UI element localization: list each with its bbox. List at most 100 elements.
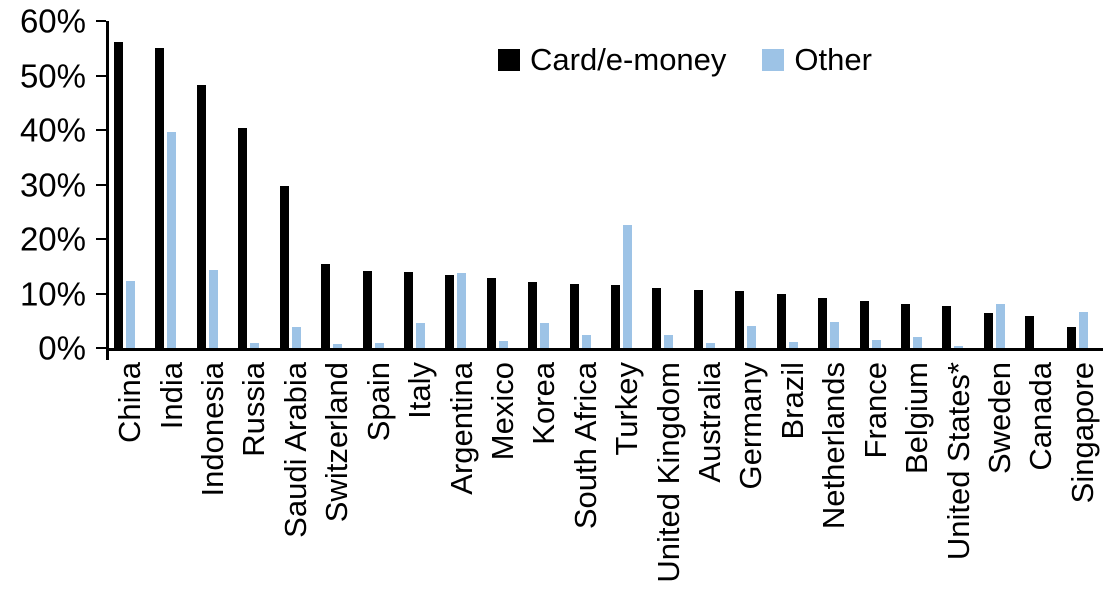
y-axis-tick <box>96 74 106 77</box>
y-axis-tick <box>96 183 106 186</box>
x-axis-category-label: India <box>153 362 189 430</box>
bar-other <box>996 303 1005 348</box>
bar-other <box>209 269 218 348</box>
x-axis-category-label: Italy <box>402 362 438 419</box>
legend-item-other: Other <box>762 44 872 75</box>
x-axis-category-label: Brazil <box>774 362 810 440</box>
x-axis-category-cell: Belgium <box>896 362 937 594</box>
x-axis-category-cell: Germany <box>730 362 771 594</box>
x-axis-category-cell: Switzerland <box>316 362 357 594</box>
bar-other <box>457 273 466 348</box>
x-axis-category-label: Canada <box>1023 362 1059 471</box>
bar-other <box>830 321 839 348</box>
bar-card-e-money <box>777 294 786 348</box>
legend-item-card-e-money: Card/e-money <box>498 44 726 75</box>
x-axis-category-label: Switzerland <box>319 362 355 523</box>
x-axis-category-label: Russia <box>236 362 272 457</box>
y-axis-tick <box>96 20 106 22</box>
y-axis-tick <box>96 347 106 349</box>
bar-card-e-money <box>570 284 579 348</box>
x-axis-category-cell: Russia <box>233 362 274 594</box>
bar-card-e-money <box>1067 327 1076 348</box>
y-axis-tick-label: 60% <box>19 2 86 40</box>
x-axis-category-cell: Canada <box>1020 362 1061 594</box>
y-axis-tick-label: 40% <box>19 111 86 149</box>
x-axis-category-cell: Sweden <box>979 362 1020 594</box>
bar-other <box>167 131 176 348</box>
x-axis-category-cell: Italy <box>399 362 440 594</box>
legend-swatch-other <box>762 48 785 71</box>
x-axis-category-label: Argentina <box>443 362 479 495</box>
y-axis-tick <box>96 129 106 131</box>
y-axis-tick-label: 30% <box>19 166 86 203</box>
x-axis-category-label: China <box>112 362 148 443</box>
x-axis-category-label: Spain <box>360 362 396 442</box>
x-axis-category-label: Australia <box>692 362 728 483</box>
plot-area <box>106 21 1103 351</box>
bar-card-e-money <box>363 271 372 348</box>
y-axis-tick <box>96 238 106 240</box>
x-axis-category-cell: Mexico <box>482 362 523 594</box>
bar-card-e-money <box>114 41 123 348</box>
x-axis-category-cell: South Africa <box>565 362 606 594</box>
bar-card-e-money <box>735 290 744 348</box>
x-axis-category-cell: Korea <box>523 362 564 594</box>
bar-other <box>623 224 632 348</box>
bar-other <box>582 334 591 348</box>
x-axis-category-label: France <box>857 362 893 459</box>
x-axis-category-label: Belgium <box>899 362 935 474</box>
bar-other <box>499 340 508 348</box>
x-axis-category-cell: Turkey <box>606 362 647 594</box>
bar-card-e-money <box>155 48 164 348</box>
bar-card-e-money <box>238 127 247 348</box>
bar-card-e-money <box>860 301 869 348</box>
bar-other <box>250 342 259 348</box>
legend-label-card-e-money: Card/e-money <box>530 42 727 77</box>
legend-label-other: Other <box>794 42 872 77</box>
x-axis-category-label: Singapore <box>1064 362 1100 504</box>
bar-other <box>706 342 715 348</box>
x-axis-category-label: Netherlands <box>816 362 852 530</box>
x-axis-category-label: Sweden <box>981 362 1017 475</box>
bar-other <box>747 326 756 348</box>
x-axis-category-cell: United States* <box>937 362 978 594</box>
bar-card-e-money <box>528 282 537 348</box>
bar-card-e-money <box>445 274 454 348</box>
x-axis-category-label: South Africa <box>567 362 603 530</box>
bar-card-e-money <box>942 305 951 348</box>
y-axis-tick-label: 10% <box>19 275 86 312</box>
y-axis-tick-label: 20% <box>19 220 86 258</box>
x-axis-category-cell: Argentina <box>440 362 481 594</box>
x-axis-category-cell: Australia <box>689 362 730 594</box>
x-axis-category-cell: India <box>150 362 191 594</box>
bar-other <box>375 342 384 348</box>
bar-card-e-money <box>1025 315 1034 348</box>
bar-other <box>416 323 425 348</box>
bar-other <box>1079 312 1088 348</box>
x-axis-category-cell: Spain <box>358 362 399 594</box>
bar-card-e-money <box>197 85 206 348</box>
bar-other <box>954 346 963 348</box>
x-axis-category-label: United States* <box>940 362 976 561</box>
y-axis-tick-label: 50% <box>19 57 86 94</box>
bar-card-e-money <box>901 303 910 348</box>
bar-other <box>540 323 549 348</box>
bar-other <box>292 327 301 348</box>
x-axis-category-label: Saudi Arabia <box>277 362 313 538</box>
x-axis-category-label: Indonesia <box>195 362 231 497</box>
x-axis-category-label: United Kingdom <box>650 362 686 583</box>
x-axis-category-label: Germany <box>733 362 769 490</box>
bar-card-e-money <box>984 313 993 348</box>
x-axis-category-cell: Netherlands <box>813 362 854 594</box>
x-axis-category-cell: China <box>109 362 150 594</box>
bar-card-e-money <box>818 297 827 348</box>
bar-other <box>913 337 922 348</box>
bar-other <box>664 334 673 348</box>
bar-card-e-money <box>321 263 330 348</box>
x-axis-category-cell: Brazil <box>772 362 813 594</box>
x-axis-category-cell: Saudi Arabia <box>275 362 316 594</box>
y-axis-tick <box>96 292 106 295</box>
bar-other <box>333 344 342 348</box>
x-axis-category-cell: France <box>855 362 896 594</box>
